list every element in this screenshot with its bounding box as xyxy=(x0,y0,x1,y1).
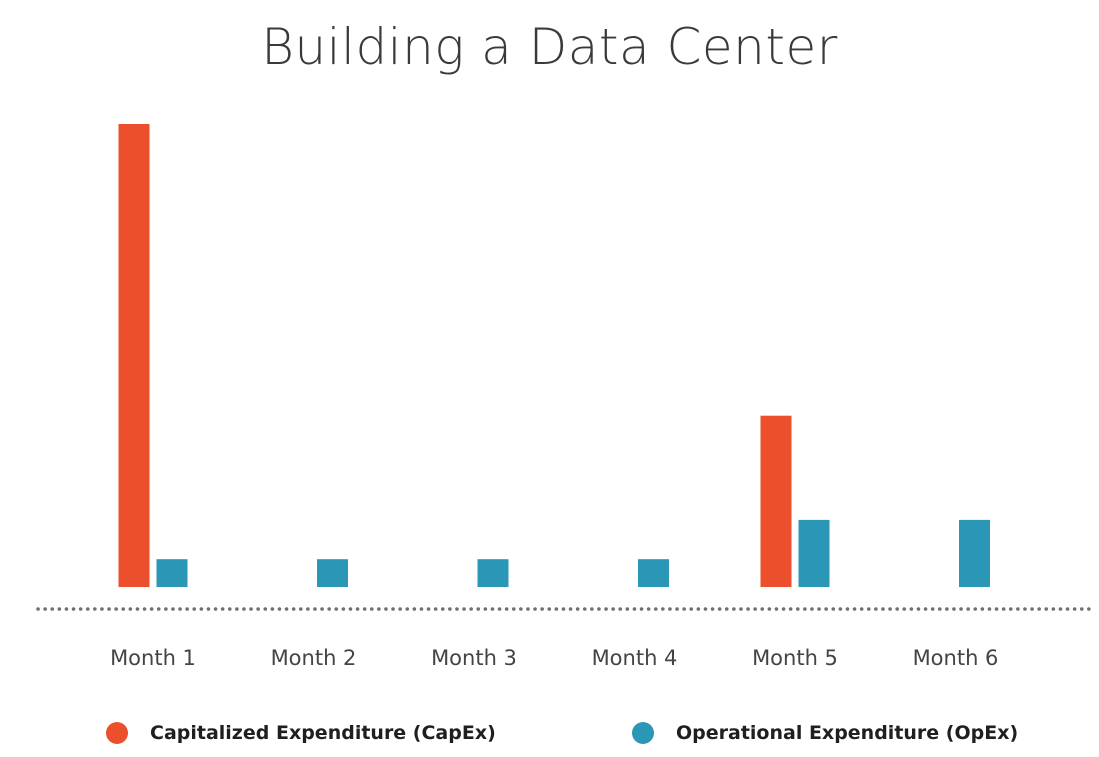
opex-bar-month-2 xyxy=(317,559,348,587)
opex-bar-month-5 xyxy=(798,519,830,587)
legend-opex-label: Operational Expenditure (OpEx) xyxy=(676,722,1019,744)
capex-bar-month-5 xyxy=(760,415,792,587)
x-tick-label: Month 5 xyxy=(752,646,838,670)
legend-capex: Capitalized Expenditure (CapEx) xyxy=(106,718,496,748)
opex-bar-month-1 xyxy=(156,559,188,587)
legend-capex-label: Capitalized Expenditure (CapEx) xyxy=(150,722,496,744)
x-tick-label: Month 4 xyxy=(592,646,678,670)
bars-group xyxy=(118,124,990,587)
legend-opex-marker xyxy=(632,722,654,744)
opex-bar-month-6 xyxy=(959,519,990,587)
x-tick-label: Month 1 xyxy=(110,646,196,670)
x-tick-label: Month 2 xyxy=(271,646,357,670)
opex-bar-month-4 xyxy=(638,559,669,587)
x-tick-label: Month 3 xyxy=(431,646,517,670)
capex-bar-month-1 xyxy=(118,124,150,587)
chart-title: Building a Data Center xyxy=(261,18,838,76)
opex-bar-month-3 xyxy=(477,559,509,587)
legend-capex-marker xyxy=(106,722,128,744)
x-tick-label: Month 6 xyxy=(913,646,999,670)
legend-opex: Operational Expenditure (OpEx) xyxy=(632,718,1018,748)
x-tick-labels: Month 1 Month 2 Month 3 Month 4 Month 5 Month… xyxy=(110,646,998,670)
